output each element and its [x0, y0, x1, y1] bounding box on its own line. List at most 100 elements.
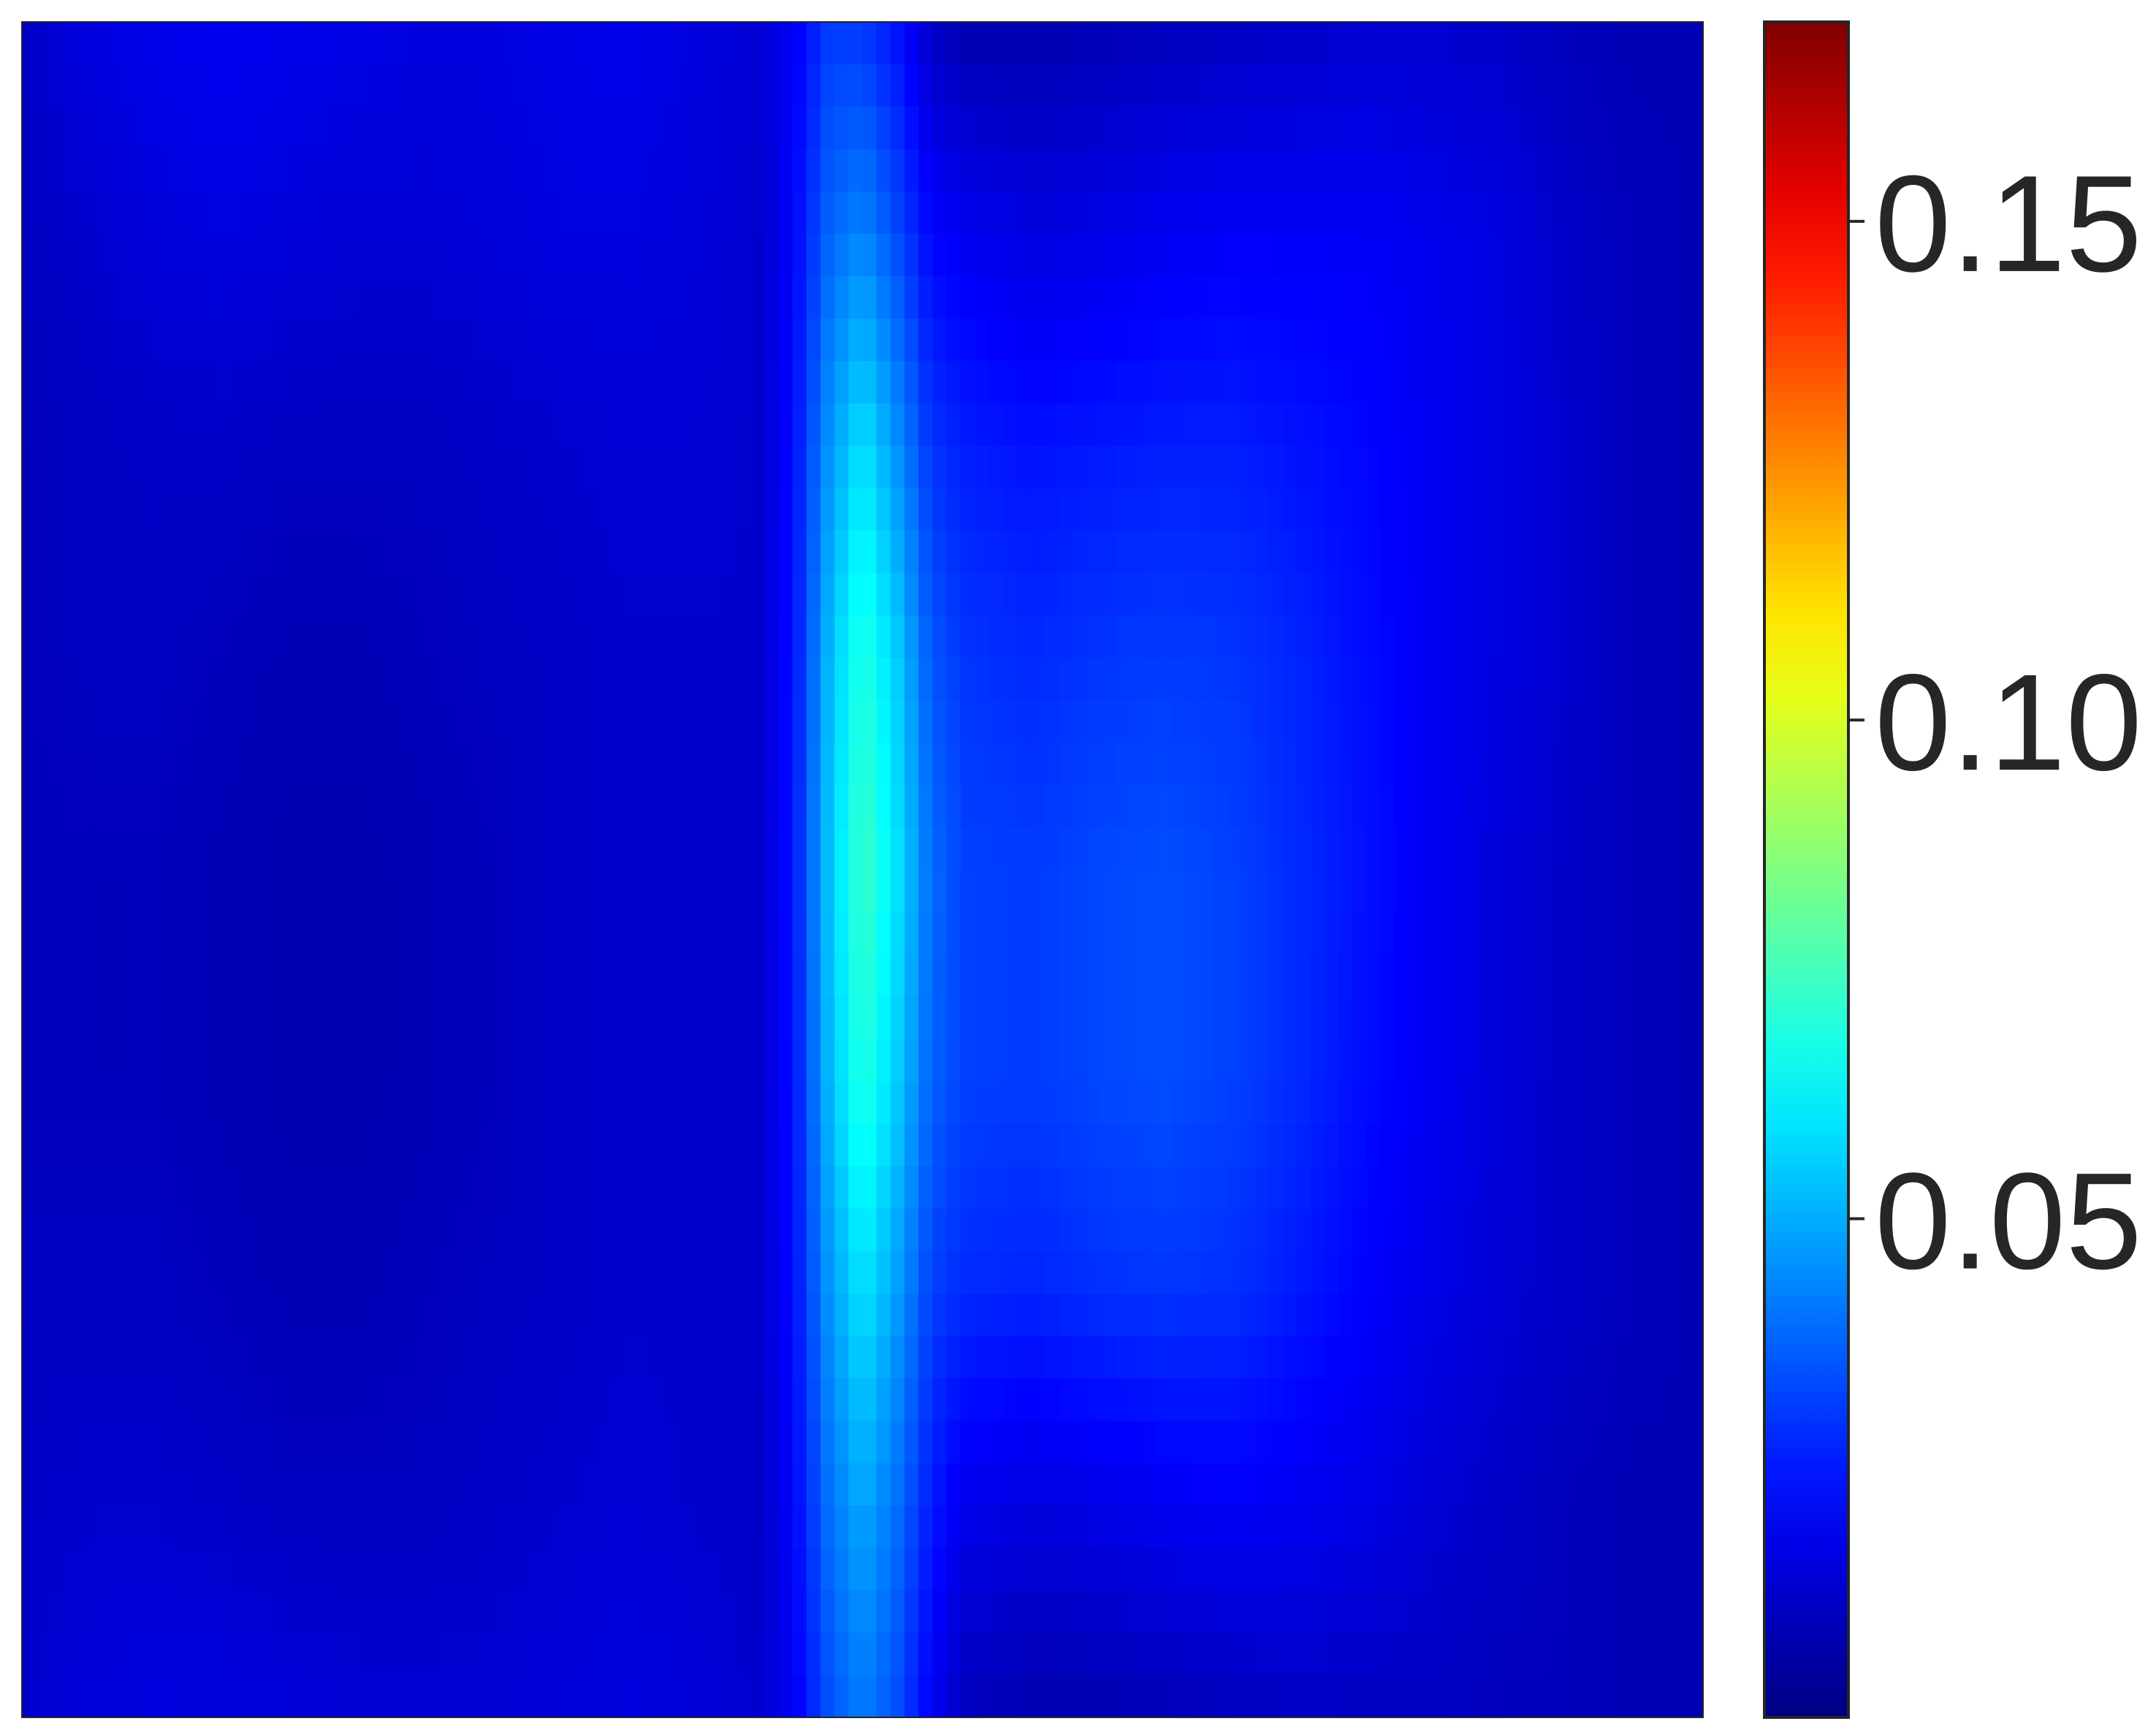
- heatmap-cell: [161, 531, 177, 574]
- heatmap-cell: [148, 531, 163, 574]
- heatmap-cell: [1311, 276, 1326, 319]
- heatmap-cell: [400, 488, 415, 531]
- heatmap-cell: [1198, 742, 1214, 786]
- heatmap-cell: [806, 785, 821, 828]
- heatmap-cell: [274, 954, 289, 998]
- heatmap-cell: [932, 1463, 948, 1506]
- heatmap-cell: [568, 658, 583, 701]
- heatmap-cell: [1002, 107, 1018, 150]
- heatmap-cell: [232, 997, 247, 1040]
- heatmap-cell: [1577, 827, 1592, 870]
- heatmap-cell: [974, 573, 989, 616]
- heatmap-cell: [218, 149, 233, 192]
- heatmap-cell: [484, 997, 499, 1040]
- heatmap-cell: [848, 1378, 864, 1421]
- heatmap-cell: [1143, 658, 1157, 701]
- heatmap-cell: [554, 107, 569, 150]
- heatmap-cell: [1128, 1082, 1143, 1125]
- heatmap-cell: [1380, 615, 1395, 658]
- heatmap-cell: [428, 1378, 443, 1421]
- heatmap-cell: [498, 1675, 513, 1717]
- heatmap-cell: [77, 954, 93, 998]
- heatmap-cell: [890, 191, 905, 235]
- heatmap-cell: [1143, 615, 1157, 658]
- heatmap-cell: [245, 658, 261, 701]
- heatmap-cell: [792, 1082, 807, 1125]
- heatmap-cell: [820, 446, 835, 489]
- heatmap-cell: [806, 531, 821, 574]
- heatmap-cell: [1563, 234, 1578, 277]
- heatmap-cell: [1128, 319, 1143, 362]
- heatmap-cell: [1254, 531, 1270, 574]
- heatmap-cell: [1380, 573, 1395, 616]
- heatmap-cell: [386, 1082, 401, 1125]
- heatmap-cell: [372, 1336, 387, 1379]
- heatmap-cell: [245, 785, 261, 828]
- heatmap-cell: [1395, 997, 1410, 1040]
- heatmap-cell: [1143, 1548, 1157, 1591]
- heatmap-cell: [372, 700, 387, 743]
- colorbar-fill: [1764, 22, 1848, 1717]
- heatmap-cell: [694, 742, 709, 786]
- heatmap-cell: [554, 64, 569, 107]
- heatmap-cell: [91, 403, 107, 447]
- heatmap-cell: [1044, 1124, 1059, 1167]
- heatmap-cell: [106, 1675, 121, 1717]
- heatmap-cell: [946, 827, 961, 870]
- heatmap-cell: [232, 361, 247, 404]
- heatmap-cell: [1143, 1039, 1157, 1082]
- heatmap-cell: [1325, 64, 1340, 107]
- heatmap-cell: [1100, 1082, 1116, 1125]
- heatmap-cell: [344, 954, 359, 998]
- heatmap-cell: [1604, 997, 1620, 1040]
- heatmap-cell: [918, 700, 934, 743]
- heatmap-cell: [414, 912, 429, 955]
- heatmap-cell: [1212, 149, 1227, 192]
- heatmap-cell: [1534, 191, 1550, 235]
- heatmap-cell: [1661, 997, 1676, 1040]
- heatmap-cell: [1506, 954, 1522, 998]
- heatmap-cell: [1311, 531, 1326, 574]
- heatmap-cell: [1268, 1675, 1284, 1717]
- heatmap-cell: [1184, 1336, 1200, 1379]
- heatmap-cell: [806, 1421, 821, 1464]
- heatmap-cell: [77, 1378, 93, 1421]
- heatmap-cell: [1352, 1548, 1368, 1591]
- heatmap-cell: [750, 1124, 766, 1167]
- heatmap-cell: [232, 1209, 247, 1252]
- heatmap-cell: [1058, 64, 1073, 107]
- heatmap-cell: [568, 149, 583, 192]
- heatmap-cell: [22, 446, 37, 489]
- heatmap-cell: [134, 488, 149, 531]
- heatmap-cell: [1311, 742, 1326, 786]
- heatmap-cell: [722, 827, 737, 870]
- heatmap-cell: [218, 361, 233, 404]
- heatmap-cell: [1675, 234, 1690, 277]
- heatmap-cell: [190, 107, 205, 150]
- heatmap-cell: [834, 1039, 850, 1082]
- heatmap-cell: [1395, 954, 1410, 998]
- heatmap-cell: [372, 1378, 387, 1421]
- heatmap-cell: [1688, 1082, 1703, 1125]
- heatmap-cell: [1450, 1505, 1466, 1549]
- heatmap-cell: [1325, 954, 1340, 998]
- heatmap-cell: [904, 1294, 920, 1337]
- heatmap-cell: [974, 1421, 989, 1464]
- heatmap-cell: [680, 785, 696, 828]
- heatmap-cell: [848, 1124, 864, 1167]
- heatmap-cell: [1170, 1633, 1186, 1676]
- heatmap-cell: [259, 403, 275, 447]
- heatmap-cell: [372, 615, 387, 658]
- heatmap-cell: [596, 64, 612, 107]
- heatmap-cell: [1073, 361, 1088, 404]
- heatmap-cell: [918, 658, 934, 701]
- heatmap-cell: [1633, 191, 1648, 235]
- heatmap-cell: [1577, 785, 1592, 828]
- heatmap-cell: [1254, 827, 1270, 870]
- heatmap-cell: [175, 997, 191, 1040]
- colorbar-tick-label: 0.10: [1875, 645, 2142, 799]
- heatmap-cell: [1044, 615, 1059, 658]
- heatmap-cell: [1563, 870, 1578, 913]
- heatmap-cell: [1422, 107, 1438, 150]
- heatmap-cell: [1604, 912, 1620, 955]
